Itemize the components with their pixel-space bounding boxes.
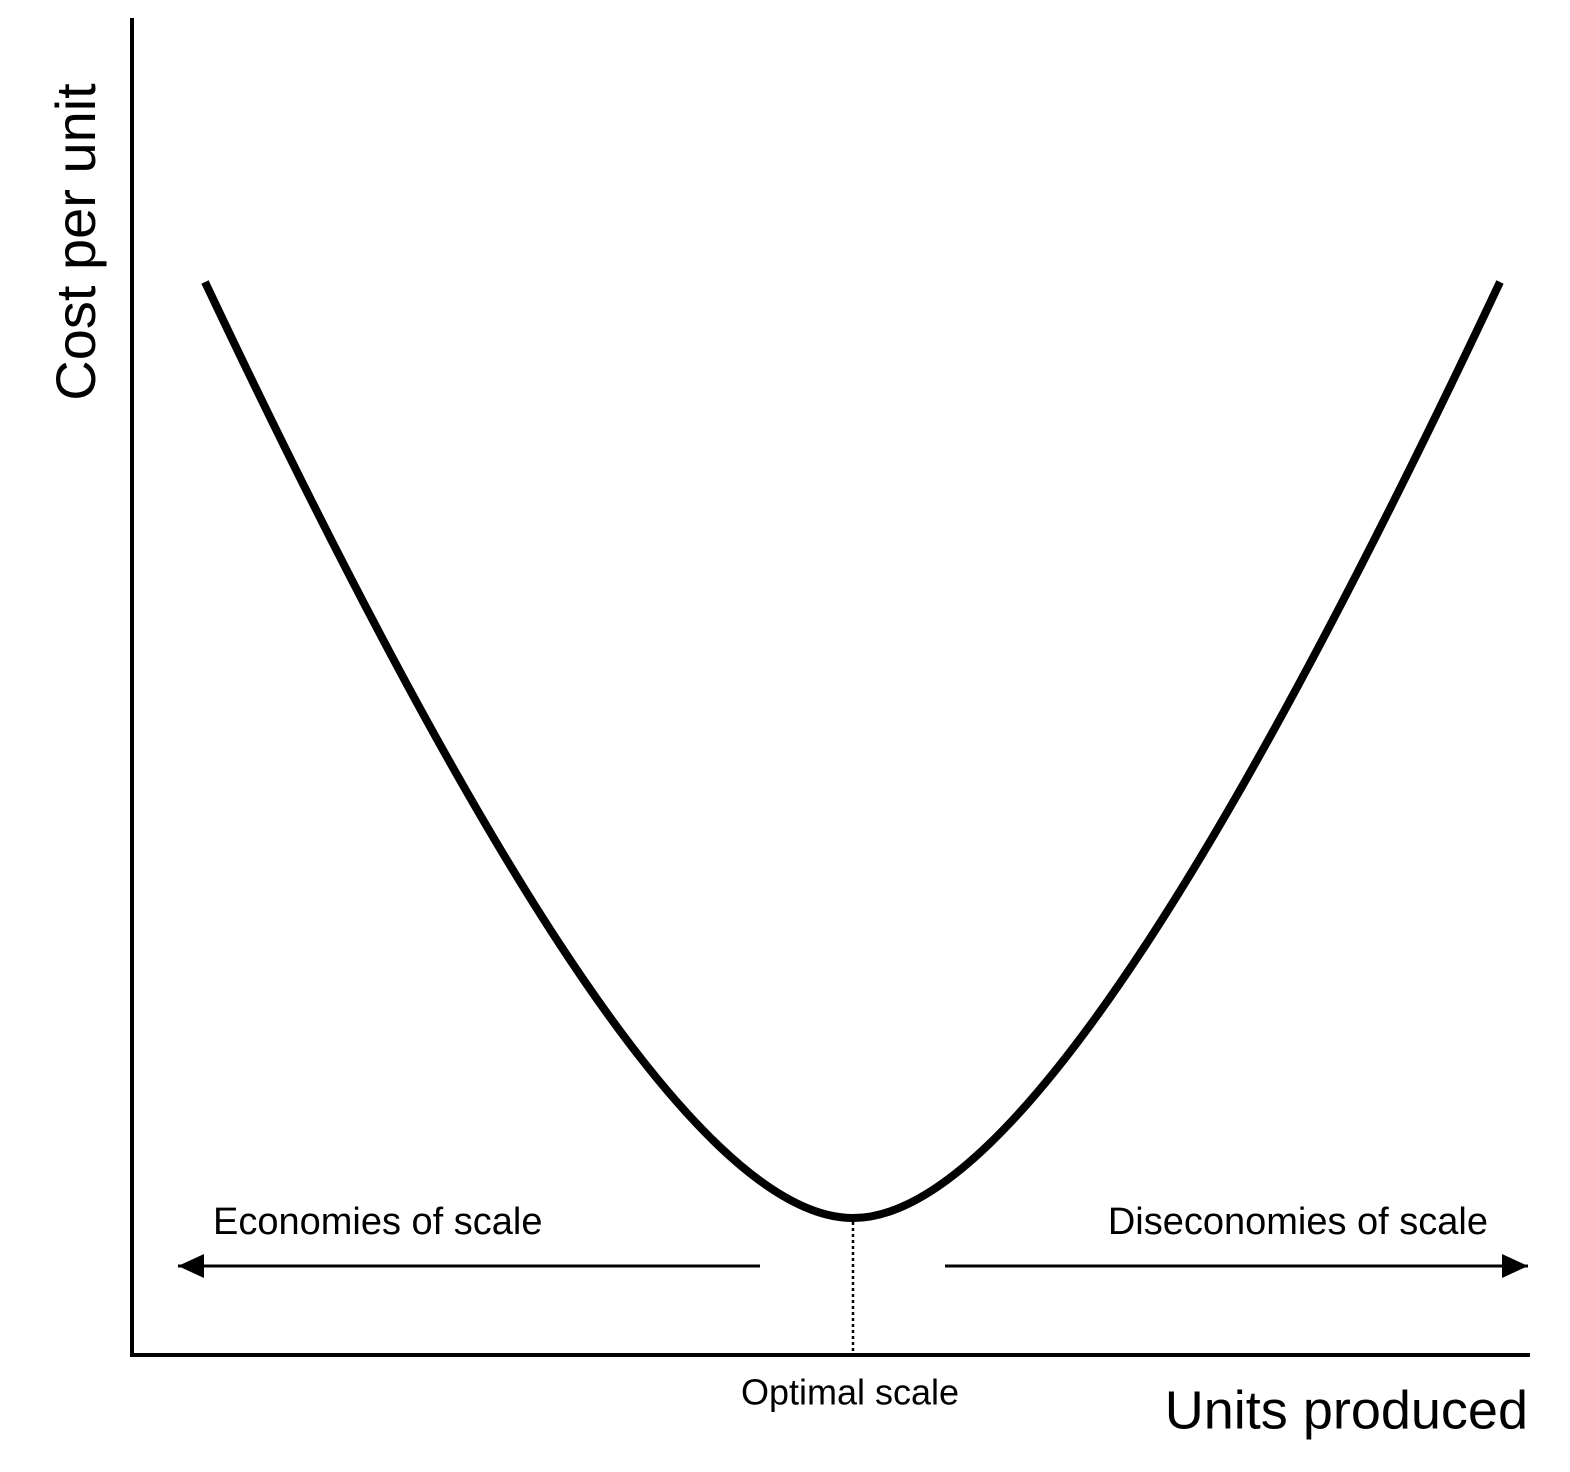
x-axis-label: Units produced [1165,1380,1528,1440]
annotation: Diseconomies of scale [1108,1201,1488,1243]
annotation: Optimal scale [741,1372,959,1413]
y-axis-label: Cost per unit [44,83,107,401]
cost-curve [201,280,1504,1223]
left-arrowhead [178,1254,204,1278]
right-arrowhead [1502,1254,1528,1278]
annotation: Economies of scale [213,1201,543,1243]
